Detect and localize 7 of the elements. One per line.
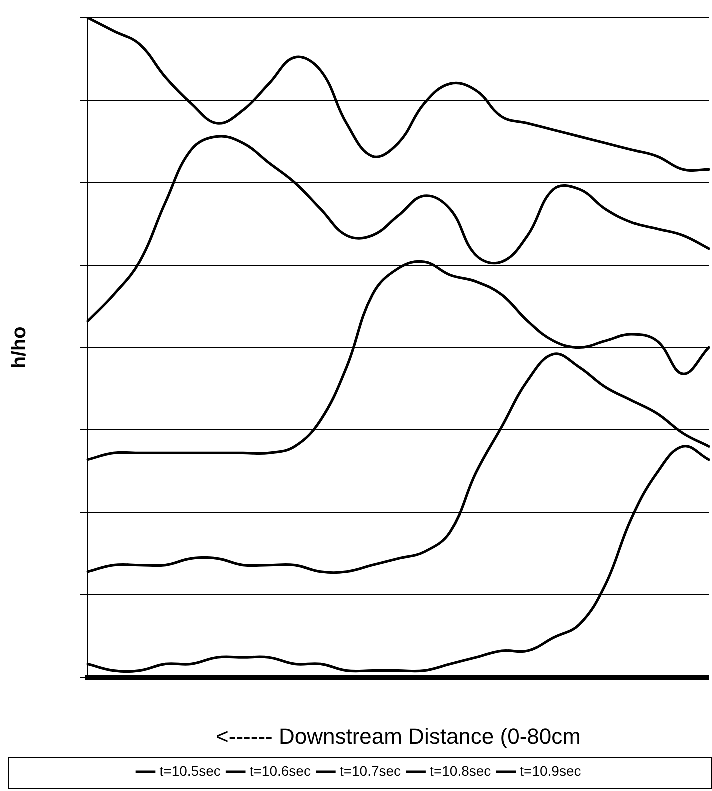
legend-label: t=10.6sec xyxy=(250,762,311,779)
y-axis-title: h/ho xyxy=(8,326,31,369)
legend-label: t=10.7sec xyxy=(340,762,402,779)
x-axis-title: <------ Downstream Distance (0-80cm xyxy=(216,724,581,749)
legend-label: t=10.9sec xyxy=(520,762,582,779)
legend-label: t=10.8sec xyxy=(430,762,492,779)
legend-label: t=10.5sec xyxy=(160,762,221,779)
